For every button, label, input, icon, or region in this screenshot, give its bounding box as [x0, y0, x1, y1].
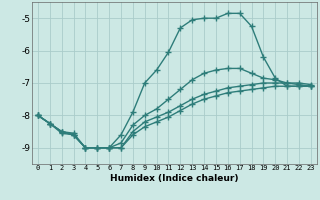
- X-axis label: Humidex (Indice chaleur): Humidex (Indice chaleur): [110, 174, 239, 183]
